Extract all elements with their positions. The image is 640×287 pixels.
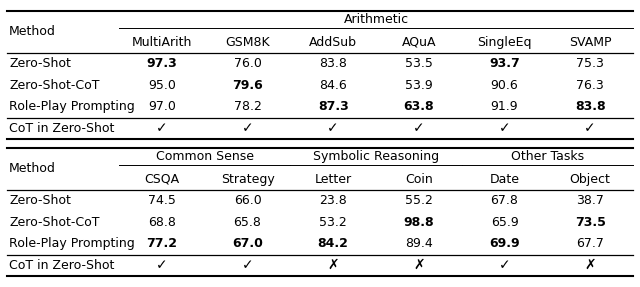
Text: 89.4: 89.4 (405, 237, 433, 250)
Text: 76.3: 76.3 (576, 79, 604, 92)
Text: SVAMP: SVAMP (569, 36, 611, 49)
Text: 95.0: 95.0 (148, 79, 176, 92)
Text: ✓: ✓ (156, 258, 168, 272)
Text: Method: Method (9, 162, 56, 175)
Text: 84.2: 84.2 (317, 237, 349, 250)
Text: Symbolic Reasoning: Symbolic Reasoning (313, 150, 439, 163)
Text: 84.6: 84.6 (319, 79, 347, 92)
Text: 74.5: 74.5 (148, 194, 176, 207)
Text: Other Tasks: Other Tasks (511, 150, 584, 163)
Text: ✓: ✓ (242, 258, 253, 272)
Text: 91.9: 91.9 (491, 100, 518, 113)
Text: 77.2: 77.2 (147, 237, 177, 250)
Text: 75.3: 75.3 (576, 57, 604, 70)
Text: ✗: ✗ (327, 258, 339, 272)
Text: 97.0: 97.0 (148, 100, 176, 113)
Text: ✓: ✓ (499, 258, 510, 272)
Text: ✗: ✗ (584, 258, 596, 272)
Text: 90.6: 90.6 (491, 79, 518, 92)
Text: ✗: ✗ (413, 258, 425, 272)
Text: 83.8: 83.8 (319, 57, 347, 70)
Text: ✓: ✓ (156, 121, 168, 135)
Text: 67.7: 67.7 (576, 237, 604, 250)
Text: AQuA: AQuA (401, 36, 436, 49)
Text: 93.7: 93.7 (489, 57, 520, 70)
Text: Common Sense: Common Sense (156, 150, 253, 163)
Text: 53.9: 53.9 (405, 79, 433, 92)
Text: 67.0: 67.0 (232, 237, 263, 250)
Text: 63.8: 63.8 (404, 100, 434, 113)
Text: Zero-Shot: Zero-Shot (9, 194, 71, 207)
Text: ✓: ✓ (499, 121, 510, 135)
Text: Role-Play Prompting: Role-Play Prompting (9, 237, 135, 250)
Text: 79.6: 79.6 (232, 79, 263, 92)
Text: Zero-Shot: Zero-Shot (9, 57, 71, 70)
Text: 98.8: 98.8 (404, 216, 434, 229)
Text: ✓: ✓ (413, 121, 425, 135)
Text: 53.5: 53.5 (405, 57, 433, 70)
Text: CSQA: CSQA (144, 173, 179, 186)
Text: 87.3: 87.3 (318, 100, 349, 113)
Text: 65.9: 65.9 (491, 216, 518, 229)
Text: 83.8: 83.8 (575, 100, 605, 113)
Text: Letter: Letter (315, 173, 352, 186)
Text: 65.8: 65.8 (234, 216, 261, 229)
Text: 53.2: 53.2 (319, 216, 347, 229)
Text: Zero-Shot-CoT: Zero-Shot-CoT (9, 79, 99, 92)
Text: 69.9: 69.9 (489, 237, 520, 250)
Text: 55.2: 55.2 (405, 194, 433, 207)
Text: 76.0: 76.0 (234, 57, 261, 70)
Text: 78.2: 78.2 (234, 100, 261, 113)
Text: Object: Object (570, 173, 611, 186)
Text: ✓: ✓ (584, 121, 596, 135)
Text: Strategy: Strategy (221, 173, 275, 186)
Text: Method: Method (9, 25, 56, 38)
Text: AddSub: AddSub (309, 36, 357, 49)
Text: GSM8K: GSM8K (225, 36, 270, 49)
Text: 38.7: 38.7 (576, 194, 604, 207)
Text: 66.0: 66.0 (234, 194, 261, 207)
Text: 67.8: 67.8 (491, 194, 518, 207)
Text: Role-Play Prompting: Role-Play Prompting (9, 100, 135, 113)
Text: SingleEq: SingleEq (477, 36, 532, 49)
Text: Zero-Shot-CoT: Zero-Shot-CoT (9, 216, 99, 229)
Text: ✓: ✓ (242, 121, 253, 135)
Text: CoT in Zero-Shot: CoT in Zero-Shot (9, 122, 115, 135)
Text: CoT in Zero-Shot: CoT in Zero-Shot (9, 259, 115, 272)
Text: 97.3: 97.3 (147, 57, 177, 70)
Text: ✓: ✓ (327, 121, 339, 135)
Text: 23.8: 23.8 (319, 194, 347, 207)
Text: Date: Date (490, 173, 520, 186)
Text: 68.8: 68.8 (148, 216, 176, 229)
Text: Coin: Coin (405, 173, 433, 186)
Text: MultiArith: MultiArith (132, 36, 192, 49)
Text: 73.5: 73.5 (575, 216, 605, 229)
Text: Arithmetic: Arithmetic (344, 13, 408, 26)
